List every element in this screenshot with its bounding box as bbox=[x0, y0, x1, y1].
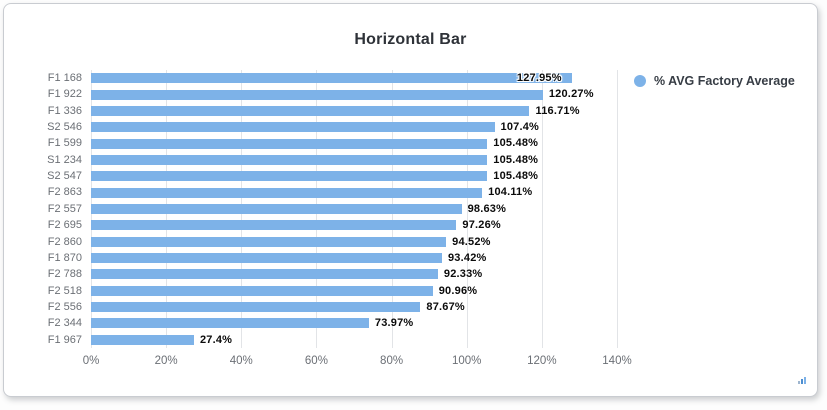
bar-row: F2 556 87.67% bbox=[4, 299, 827, 315]
x-tick-label: 40% bbox=[229, 355, 253, 367]
category-label: S1 234 bbox=[47, 153, 82, 166]
value-label: 107.4% bbox=[500, 121, 540, 134]
x-gridline bbox=[617, 70, 618, 348]
value-label: 73.97% bbox=[374, 317, 414, 330]
category-label: F1 336 bbox=[47, 104, 82, 117]
bar-row: F2 344 73.97% bbox=[4, 315, 827, 331]
x-tick-label: 80% bbox=[380, 355, 404, 367]
bar-row: F1 599 105.48% bbox=[4, 135, 827, 151]
category-label: F2 557 bbox=[47, 202, 82, 215]
bar-row: F2 863 104.11% bbox=[4, 184, 827, 200]
bar[interactable] bbox=[91, 138, 488, 149]
bar[interactable] bbox=[91, 253, 442, 264]
value-label: 116.71% bbox=[535, 104, 580, 117]
category-label: F2 788 bbox=[47, 268, 82, 281]
bar[interactable] bbox=[91, 73, 572, 84]
chart-card: Horizontal Bar F1 168 127.95% F1 922 120.27… bbox=[3, 3, 818, 397]
value-label: 98.63% bbox=[467, 202, 507, 215]
bar-row: S1 234 105.48% bbox=[4, 152, 827, 168]
value-label: 105.48% bbox=[493, 137, 539, 150]
x-tick-label: 0% bbox=[82, 355, 100, 367]
bar-row: F1 922 120.27% bbox=[4, 86, 827, 102]
category-label: F2 518 bbox=[47, 284, 82, 297]
bar-row: F2 557 98.63% bbox=[4, 201, 827, 217]
bar[interactable] bbox=[91, 269, 438, 280]
value-label: 90.96% bbox=[438, 284, 478, 297]
bar[interactable] bbox=[91, 203, 462, 214]
legend-series-marker-icon bbox=[634, 75, 646, 87]
category-label: F2 863 bbox=[47, 186, 82, 199]
bar[interactable] bbox=[91, 105, 530, 116]
x-gridline bbox=[466, 70, 468, 348]
category-label: F2 344 bbox=[47, 317, 82, 330]
bar-row: F2 860 94.52% bbox=[4, 234, 827, 250]
bar[interactable] bbox=[91, 334, 194, 345]
x-tick-label: 140% bbox=[602, 355, 632, 367]
category-label: F1 599 bbox=[47, 137, 82, 150]
bar[interactable] bbox=[91, 154, 488, 165]
category-label: F1 922 bbox=[47, 88, 82, 101]
category-label: F1 168 bbox=[47, 72, 82, 84]
bar-row: F2 695 97.26% bbox=[4, 217, 827, 233]
legend-item[interactable]: % AVG Factory Average bbox=[634, 74, 795, 88]
value-label: 104.11% bbox=[488, 186, 533, 199]
bar-row: F1 168 127.95% bbox=[4, 70, 827, 86]
bar[interactable] bbox=[91, 220, 457, 231]
bar[interactable] bbox=[91, 171, 488, 182]
bar-row: S2 546 107.4% bbox=[4, 119, 827, 135]
bar[interactable] bbox=[91, 122, 495, 133]
mini-bar-chart-watermark-icon bbox=[798, 377, 806, 384]
category-label: F1 967 bbox=[47, 333, 82, 346]
bar[interactable] bbox=[91, 302, 421, 313]
category-label: F2 556 bbox=[47, 300, 82, 313]
value-label: 92.33% bbox=[443, 268, 483, 281]
bar[interactable] bbox=[91, 236, 447, 247]
bar[interactable] bbox=[91, 285, 433, 296]
value-label: 120.27% bbox=[548, 88, 594, 101]
plot-area: F1 168 127.95% F1 922 120.27% F1 336 116.71% S… bbox=[4, 4, 827, 410]
bar-row: F1 870 93.42% bbox=[4, 250, 827, 266]
bar[interactable] bbox=[91, 187, 483, 198]
category-label: S2 546 bbox=[47, 121, 82, 134]
bar-row: S2 547 105.48% bbox=[4, 168, 827, 184]
chart-title: Horizontal Bar bbox=[354, 31, 467, 48]
category-label: F2 860 bbox=[47, 235, 82, 248]
legend-series-label: % AVG Factory Average bbox=[654, 74, 795, 88]
x-tick-label: 60% bbox=[304, 355, 328, 367]
bar-row: F2 518 90.96% bbox=[4, 283, 827, 299]
bar-row: F1 967 27.4% bbox=[4, 332, 827, 348]
value-label: 127.95% bbox=[516, 72, 562, 84]
value-label: 94.52% bbox=[452, 235, 491, 248]
x-tick-label: 20% bbox=[154, 355, 178, 367]
value-label: 105.48% bbox=[493, 170, 539, 183]
value-label: 93.42% bbox=[447, 251, 487, 264]
x-gridline bbox=[541, 70, 543, 348]
bar-row: F2 788 92.33% bbox=[4, 266, 827, 282]
value-label: 27.4% bbox=[199, 333, 233, 346]
value-label: 105.48% bbox=[493, 153, 539, 166]
category-label: S2 547 bbox=[47, 170, 82, 183]
value-label: 87.67% bbox=[426, 300, 465, 313]
category-label: F2 695 bbox=[47, 219, 82, 232]
value-label: 97.26% bbox=[462, 219, 501, 232]
category-label: F1 870 bbox=[47, 251, 82, 264]
bar[interactable] bbox=[91, 89, 543, 100]
x-tick-label: 100% bbox=[451, 355, 482, 367]
bar[interactable] bbox=[91, 318, 369, 329]
bar-row: F1 336 116.71% bbox=[4, 103, 827, 119]
x-tick-label: 120% bbox=[527, 355, 557, 367]
